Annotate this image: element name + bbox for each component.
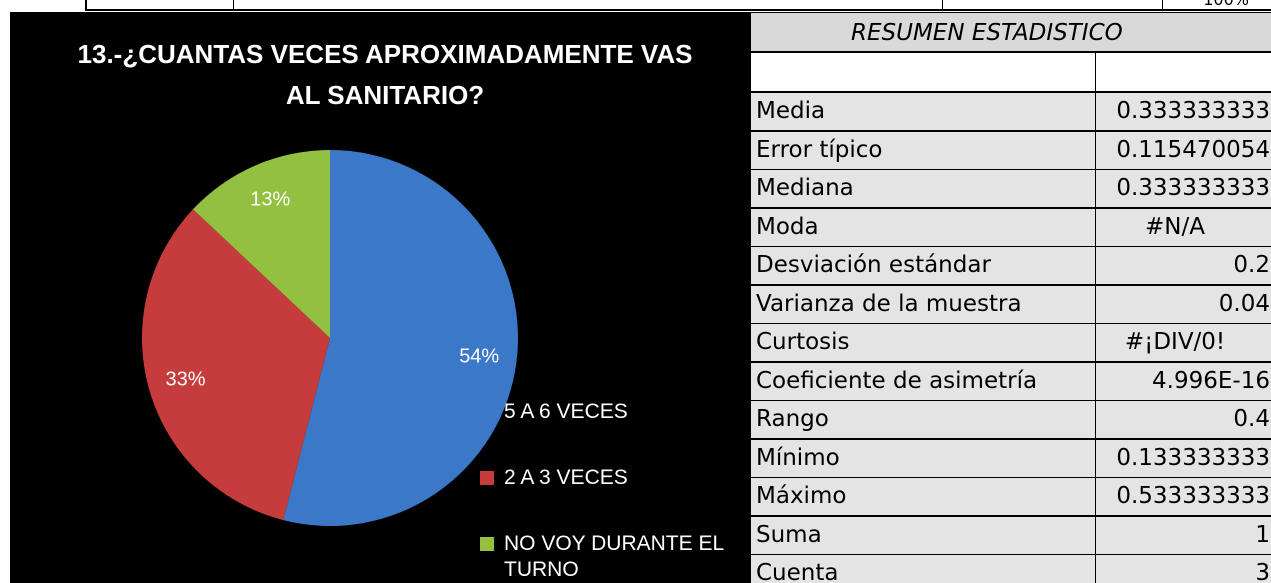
chart: 13.-¿CUANTAS VECES APROXIMADAMENTE VAS A… [10, 12, 750, 583]
legend-swatch [480, 405, 494, 419]
row-value: #¡DIV/0! [1095, 323, 1271, 362]
row-label: Error típico [750, 130, 1096, 170]
row-value: 0.333333333 [1095, 92, 1271, 131]
table-row: Máximo 0.533333333 [750, 477, 1271, 516]
cell-border [233, 0, 234, 11]
summary-table: RESUMEN ESTADISTICO Media 0.333333333 Erro… [750, 12, 1271, 583]
row-label: Mínimo [750, 438, 1096, 478]
table-row: Moda #N/A [750, 207, 1271, 247]
cell [1095, 52, 1271, 92]
row-label: Desviación estándar [750, 246, 1096, 285]
cell-value: 100% [1203, 0, 1249, 9]
data-label: 33% [165, 368, 206, 391]
row-label: Mediana [750, 169, 1096, 208]
legend-label: NO VOY DURANTE EL TURNO [504, 532, 724, 581]
table-row: Varianza de la muestra 0.04 [750, 284, 1271, 324]
row-label: Cuenta [750, 554, 1096, 583]
data-label: 13% [250, 188, 291, 211]
table-row: Error típico 0.115470054 [750, 130, 1271, 170]
row-label: Suma [750, 515, 1096, 555]
data-label: 54% [459, 345, 500, 368]
table-row: Mediana 0.333333333 [750, 169, 1271, 208]
pie-slice [142, 209, 330, 521]
row-value: 0.2 [1095, 246, 1271, 285]
chart-title: 13.-¿CUANTAS VECES APROXIMADAMENTE VAS A… [77, 39, 693, 110]
row-value: 0.04 [1095, 284, 1271, 324]
row-label: Máximo [750, 477, 1096, 516]
row-value: 0.533333333 [1095, 477, 1271, 516]
pie-slice [283, 150, 519, 527]
table-row: Coeficiente de asimetría 4.996E-16 [750, 361, 1271, 401]
row-value: #N/A [1095, 207, 1271, 247]
legend-swatch [480, 471, 494, 485]
table-row: Suma 1 [750, 515, 1271, 555]
row-value: 1 [1095, 515, 1271, 555]
table-title: RESUMEN ESTADISTICO [750, 12, 1271, 52]
row-label: Moda [750, 207, 1096, 247]
legend-swatch [480, 537, 494, 551]
row-label: Rango [750, 400, 1096, 439]
legend-label: 5 A 6 VECES [504, 400, 628, 423]
row-label: Curtosis [750, 323, 1096, 362]
cell [750, 52, 1096, 92]
top-row: 100% [85, 0, 1271, 11]
cell-border [942, 0, 943, 11]
row-label: Coeficiente de asimetría [750, 361, 1096, 401]
table-row: Curtosis #¡DIV/0! [750, 323, 1271, 362]
row-value: 0.4 [1095, 400, 1271, 439]
row-value: 3 [1095, 554, 1271, 583]
legend-item: 2 A 3 VECES [480, 465, 740, 491]
empty-row [750, 52, 1271, 92]
pie-slice [192, 150, 330, 338]
table-row: Cuenta 3 [750, 554, 1271, 583]
legend-item: NO VOY DURANTE EL TURNO [480, 531, 740, 583]
row-value: 0.333333333 [1095, 169, 1271, 208]
table-row: Desviación estándar 0.2 [750, 246, 1271, 285]
row-label: Media [750, 92, 1096, 131]
legend-item: 5 A 6 VECES [480, 399, 740, 425]
table-row: Mínimo 0.133333333 [750, 438, 1271, 478]
row-value: 0.133333333 [1095, 438, 1271, 478]
row-value: 4.996E-16 [1095, 361, 1271, 401]
legend-label: 2 A 3 VECES [504, 466, 628, 489]
row-label: Varianza de la muestra [750, 284, 1096, 324]
table-row: Rango 0.4 [750, 400, 1271, 439]
cell-border [1162, 0, 1163, 11]
pie-area [142, 150, 519, 527]
table-row: Media 0.333333333 [750, 92, 1271, 131]
row-value: 0.115470054 [1095, 130, 1271, 170]
